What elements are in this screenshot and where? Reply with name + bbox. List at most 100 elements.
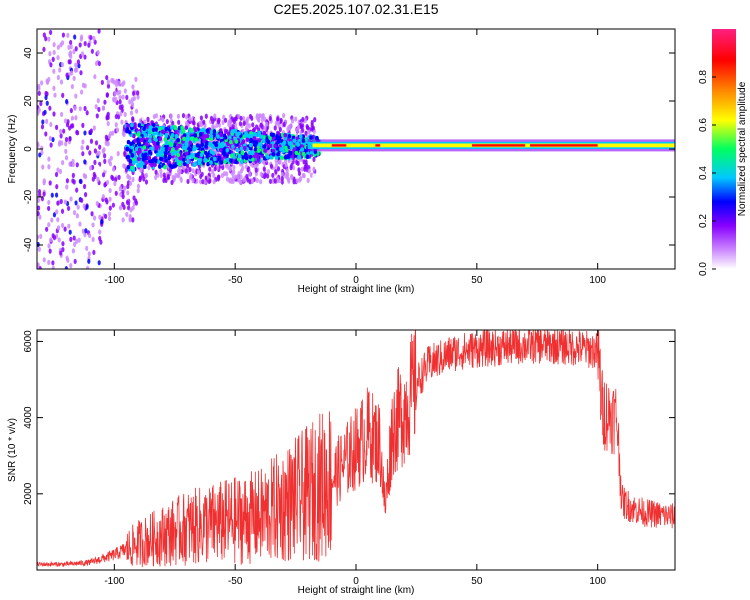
spectrogram-cell	[66, 205, 71, 212]
spectrogram-cell	[263, 125, 267, 131]
spectrogram-cell	[114, 113, 118, 120]
spectrogram-cell	[76, 204, 80, 210]
spectrogram-cell	[69, 263, 73, 269]
spectrogram-cell	[37, 210, 40, 217]
spectrogram-cell	[215, 122, 219, 128]
spectrogram-cell	[166, 175, 171, 181]
spectrogram-cell	[280, 179, 284, 185]
spectrogram-cell	[148, 134, 153, 139]
spectrogram-cell	[266, 169, 271, 175]
spectrogram-cell	[131, 217, 135, 223]
spectrogram-cell	[294, 150, 299, 156]
spectrogram-cell	[69, 107, 73, 114]
spectrogram-cell	[98, 229, 102, 235]
x-tick-label: 50	[471, 576, 483, 587]
spectrogram-cell	[98, 235, 102, 242]
spectrogram-cell	[252, 136, 257, 141]
spectrogram-cell	[69, 236, 73, 242]
spectrogram-cell	[56, 217, 60, 223]
spectrogram-cell	[196, 132, 200, 137]
spectrogram-cell	[118, 104, 122, 110]
spectrogram-cell	[233, 128, 238, 134]
spectrogram-cell	[68, 50, 73, 56]
spectrogram-cell	[243, 146, 247, 151]
spectrogram-cell	[223, 128, 228, 134]
spectrogram-cell	[213, 113, 217, 119]
spectrogram-cell	[95, 113, 99, 119]
snr-x-label: Height of straight line (km)	[298, 585, 415, 596]
spectrogram-cell	[42, 46, 46, 52]
spectrogram-cell	[77, 237, 81, 243]
spectrogram-cell	[83, 159, 87, 165]
spectrogram-cell	[311, 125, 315, 131]
spectrogram-cell	[125, 211, 129, 218]
spectrogram-cell	[107, 158, 111, 164]
spectrogram-cell	[52, 68, 56, 74]
spectrogram-cell	[288, 141, 293, 146]
spectrogram-cell	[122, 163, 126, 169]
spectrogram-cell	[142, 176, 146, 182]
spectrogram-cell	[44, 90, 48, 97]
spectrogram-cell	[271, 152, 276, 157]
spectrogram-cell	[136, 188, 140, 194]
spectrogram-cell	[83, 192, 88, 198]
spectrogram-cell	[238, 121, 243, 127]
spectrogram-cell	[40, 80, 44, 86]
spectrogram-cell	[49, 142, 53, 148]
spectrogram-cell	[186, 159, 190, 165]
spectrogram-cell	[201, 127, 205, 132]
spectrogram-cell	[51, 136, 55, 143]
spectrogram-cell	[44, 94, 48, 101]
spectrogram-cell	[121, 217, 125, 223]
spectrogram-cell	[249, 142, 253, 148]
spectrogram-cell	[71, 123, 75, 129]
spectrogram-cell	[271, 148, 276, 154]
spectrogram-cell	[263, 148, 267, 153]
spectrogram-cell	[247, 123, 251, 129]
spectrogram-cell	[228, 139, 233, 145]
spectrogram-cell	[169, 142, 174, 147]
spectrogram-cell	[128, 130, 132, 135]
spectrogram-cell	[51, 56, 55, 62]
spectrogram-cell	[100, 219, 104, 225]
spectrogram-cell	[44, 36, 48, 42]
spectrogram-cell	[81, 122, 85, 128]
x-tick-label: 100	[589, 576, 606, 587]
spectrogram-cell	[179, 156, 183, 161]
spectrogram-cell	[292, 138, 297, 143]
spectrogram-cell	[273, 143, 277, 149]
spectrogram-cell	[61, 160, 65, 166]
spectrogram-cell	[237, 131, 241, 136]
spectrogram-cell	[312, 156, 316, 162]
spectrogram-cell	[113, 180, 117, 187]
spectrogram-cell	[290, 173, 294, 180]
spectrogram-cell	[108, 196, 112, 202]
spectrogram-cell	[38, 192, 42, 198]
spectrogram-cell	[257, 113, 262, 119]
spectrogram-cell	[223, 135, 228, 140]
spectrogram-cell	[217, 157, 221, 162]
spectrogram-cell	[119, 111, 123, 117]
spectrogram-cell	[204, 113, 208, 119]
spectrogram-cell	[181, 145, 186, 150]
spectrogram-cell	[90, 48, 94, 54]
spectrogram-cell	[134, 108, 139, 114]
spectrogram-cell	[91, 222, 95, 228]
spectrogram-cell	[236, 173, 240, 179]
spectrogram-cell	[130, 145, 134, 150]
spectrogram-cell	[47, 222, 51, 228]
spectrogram-cell	[42, 32, 46, 38]
spectrogram-cell	[200, 171, 204, 177]
spectrogram-cell	[191, 168, 195, 174]
spectrogram-cell	[266, 173, 270, 179]
spectrogram-cell	[128, 159, 133, 164]
spectrogram-cell	[284, 148, 289, 153]
spectrogram-cell	[107, 215, 112, 222]
spectrogram-cell	[192, 162, 197, 168]
spectrogram-cell	[80, 51, 85, 57]
spectrogram-cell	[44, 131, 48, 137]
spectrogram-cell	[131, 205, 135, 211]
spectrogram-cell	[244, 155, 249, 161]
spectrogram-cell	[304, 130, 308, 136]
snr-plot-area	[37, 330, 675, 570]
